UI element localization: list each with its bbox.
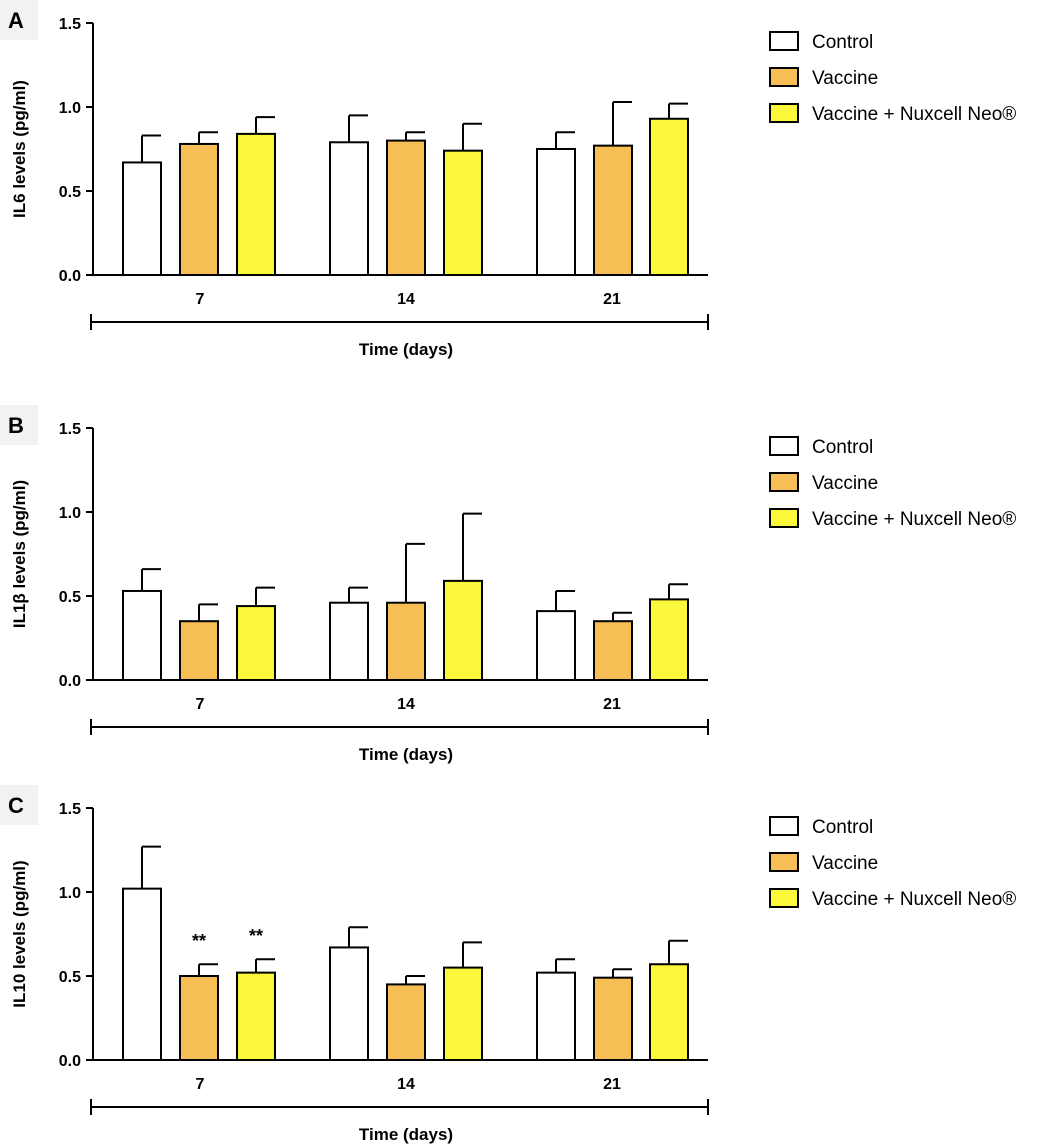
y-tick-label: 0.5 bbox=[59, 589, 81, 606]
legend-swatch bbox=[769, 816, 799, 836]
y-tick-label: 1.5 bbox=[59, 421, 81, 438]
panel-letter-background bbox=[0, 785, 38, 825]
bar bbox=[179, 620, 219, 682]
bar bbox=[593, 976, 633, 1061]
x-tick-label: 7 bbox=[196, 1076, 205, 1093]
y-axis-title: IL6 levels (pg/ml) bbox=[10, 80, 29, 218]
y-tick-label: 1.0 bbox=[59, 100, 81, 117]
bar bbox=[386, 983, 426, 1062]
bar bbox=[593, 144, 633, 276]
bar bbox=[536, 610, 576, 681]
bar bbox=[329, 141, 369, 276]
bar bbox=[443, 579, 483, 682]
y-tick-label: 1.5 bbox=[59, 801, 81, 818]
legend-swatch bbox=[769, 436, 799, 456]
legend-label: Vaccine + Nuxcell Neo® bbox=[812, 509, 1016, 530]
panel-b: B 0.0 0.5 1.0 1.5 IL1β levels (pg/ml) 7 14 21 Tim… bbox=[0, 405, 1016, 764]
bar bbox=[122, 887, 162, 1062]
bar bbox=[329, 601, 369, 681]
bar bbox=[536, 148, 576, 276]
panel-letter: C bbox=[8, 793, 24, 818]
x-axis-title: Time (days) bbox=[359, 340, 453, 359]
legend-label: Vaccine + Nuxcell Neo® bbox=[812, 104, 1016, 125]
x-tick-label: 7 bbox=[196, 291, 205, 308]
panel-letter-background bbox=[0, 0, 38, 40]
y-tick-label: 0.5 bbox=[59, 969, 81, 986]
legend-label: Vaccine bbox=[812, 473, 878, 494]
legend-swatch bbox=[769, 508, 799, 528]
x-tick-label: 14 bbox=[397, 696, 415, 713]
x-tick-label: 7 bbox=[196, 696, 205, 713]
bar bbox=[329, 946, 369, 1061]
bar bbox=[443, 149, 483, 276]
y-tick-label: 0.0 bbox=[59, 1053, 81, 1070]
bar bbox=[443, 966, 483, 1061]
bar bbox=[236, 605, 276, 682]
legend-label: Control bbox=[812, 32, 873, 53]
y-tick-label: 1.0 bbox=[59, 505, 81, 522]
bar bbox=[236, 132, 276, 276]
legend-swatch bbox=[769, 103, 799, 123]
bar bbox=[649, 963, 689, 1061]
x-axis-title: Time (days) bbox=[359, 1125, 453, 1144]
x-tick-label: 14 bbox=[397, 1076, 415, 1093]
legend-swatch bbox=[769, 888, 799, 908]
bar bbox=[386, 601, 426, 681]
bar bbox=[386, 139, 426, 276]
bar bbox=[593, 620, 633, 682]
panel-c: C 0.0 0.5 1.0 1.5 IL10 levels (pg/ml) 7 14 21 Tim… bbox=[0, 785, 1016, 1144]
bar bbox=[536, 971, 576, 1062]
y-tick-label: 0.0 bbox=[59, 268, 81, 285]
panel-letter: A bbox=[8, 8, 24, 33]
y-tick-label: 1.5 bbox=[59, 16, 81, 33]
legend-swatch bbox=[769, 852, 799, 872]
bar bbox=[122, 161, 162, 276]
x-tick-label: 14 bbox=[397, 291, 415, 308]
y-axis-title: IL1β levels (pg/ml) bbox=[10, 480, 29, 628]
bar bbox=[122, 589, 162, 682]
legend-label: Vaccine bbox=[812, 853, 878, 874]
x-tick-label: 21 bbox=[603, 291, 621, 308]
legend-swatch bbox=[769, 67, 799, 87]
y-tick-label: 0.5 bbox=[59, 184, 81, 201]
legend-label: Vaccine bbox=[812, 68, 878, 89]
legend-label: Vaccine + Nuxcell Neo® bbox=[812, 889, 1016, 910]
bar bbox=[179, 975, 219, 1061]
bar bbox=[236, 971, 276, 1062]
x-tick-label: 21 bbox=[603, 696, 621, 713]
y-axis-title: IL10 levels (pg/ml) bbox=[10, 860, 29, 1007]
bar bbox=[649, 598, 689, 681]
panel-letter-background bbox=[0, 405, 38, 445]
y-tick-label: 0.0 bbox=[59, 673, 81, 690]
legend-swatch bbox=[769, 472, 799, 492]
legend-label: Control bbox=[812, 437, 873, 458]
x-tick-label: 21 bbox=[603, 1076, 621, 1093]
x-axis-title: Time (days) bbox=[359, 745, 453, 764]
legend-swatch bbox=[769, 31, 799, 51]
significance-marker: ** bbox=[249, 926, 263, 946]
significance-marker: ** bbox=[192, 931, 206, 951]
bar bbox=[649, 117, 689, 277]
y-tick-label: 1.0 bbox=[59, 885, 81, 902]
panel-letter: B bbox=[8, 413, 24, 438]
legend-label: Control bbox=[812, 817, 873, 838]
bar bbox=[179, 142, 219, 276]
panel-a: A 0.0 0.5 1.0 1.5 IL6 levels (pg/ml) 7 14 21 Time… bbox=[0, 0, 1016, 359]
